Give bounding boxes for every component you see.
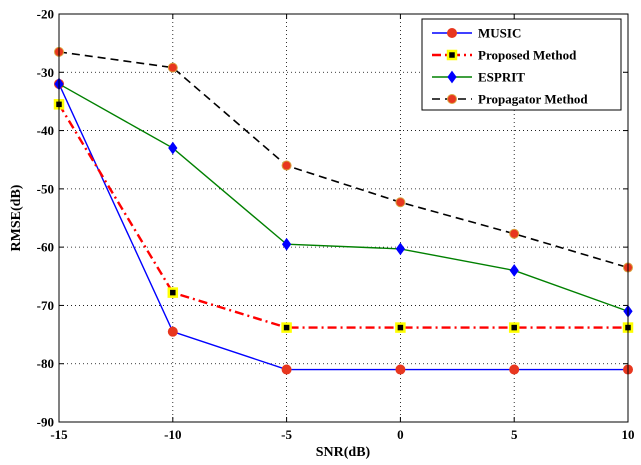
- axis-ticks: -15 -10 -5 0 5 10-90-80-70-60-50-40-30-20: [37, 7, 635, 443]
- legend-marker: [447, 94, 457, 104]
- legend-marker: [447, 28, 457, 38]
- data-point: [509, 228, 520, 239]
- y-tick-label: -70: [37, 298, 54, 313]
- y-tick-label: -90: [37, 415, 54, 430]
- x-tick-label: -5: [281, 427, 292, 442]
- legend-entry: Proposed Method: [432, 48, 577, 63]
- legend: MUSIC Proposed Method ESPRIT Propagator Met…: [421, 18, 622, 111]
- data-point: [509, 364, 520, 375]
- data-point: [168, 141, 178, 155]
- data-point: [167, 287, 179, 298]
- series-line: [58, 51, 629, 269]
- legend-label: MUSIC: [478, 26, 521, 41]
- data-point: [508, 322, 520, 333]
- series-line: [58, 83, 629, 312]
- data-point: [395, 197, 406, 208]
- data-point: [395, 322, 406, 333]
- legend-entry: MUSIC: [432, 26, 521, 41]
- y-axis-title: RMSE(dB): [9, 184, 24, 251]
- x-tick-label: 5: [511, 427, 518, 442]
- legend-entry: Propagator Method: [432, 92, 588, 107]
- legend-marker: [447, 70, 457, 84]
- series-propagator-method: [54, 46, 633, 273]
- data-point: [281, 237, 292, 251]
- data-point: [281, 322, 292, 333]
- y-tick-label: -30: [37, 65, 54, 80]
- data-point: [167, 326, 178, 337]
- data-point: [395, 242, 406, 256]
- series-line: [58, 83, 628, 371]
- x-tick-label: 0: [397, 427, 404, 442]
- data-point: [509, 264, 519, 277]
- data-point: [167, 62, 178, 73]
- x-tick-label: -15: [50, 427, 68, 442]
- x-tick-label: 10: [622, 427, 635, 442]
- legend-label: Propagator Method: [478, 92, 588, 107]
- y-tick-label: -60: [37, 240, 54, 255]
- x-tick-label: -10: [164, 427, 181, 442]
- y-tick-label: -50: [37, 181, 54, 196]
- legend-label: ESPRIT: [478, 70, 525, 85]
- series-esprit: [54, 77, 633, 318]
- y-tick-label: -80: [37, 356, 54, 371]
- y-tick-label: -40: [37, 123, 54, 138]
- data-point: [281, 364, 292, 375]
- legend-label: Proposed Method: [478, 48, 577, 63]
- legend-marker: [446, 49, 458, 61]
- x-axis-title: SNR(dB): [316, 445, 371, 460]
- plot-frame: [58, 13, 629, 423]
- y-tick-label: -20: [37, 7, 54, 22]
- data-point: [395, 364, 406, 375]
- data-point: [281, 160, 292, 171]
- legend-entry: ESPRIT: [432, 70, 525, 85]
